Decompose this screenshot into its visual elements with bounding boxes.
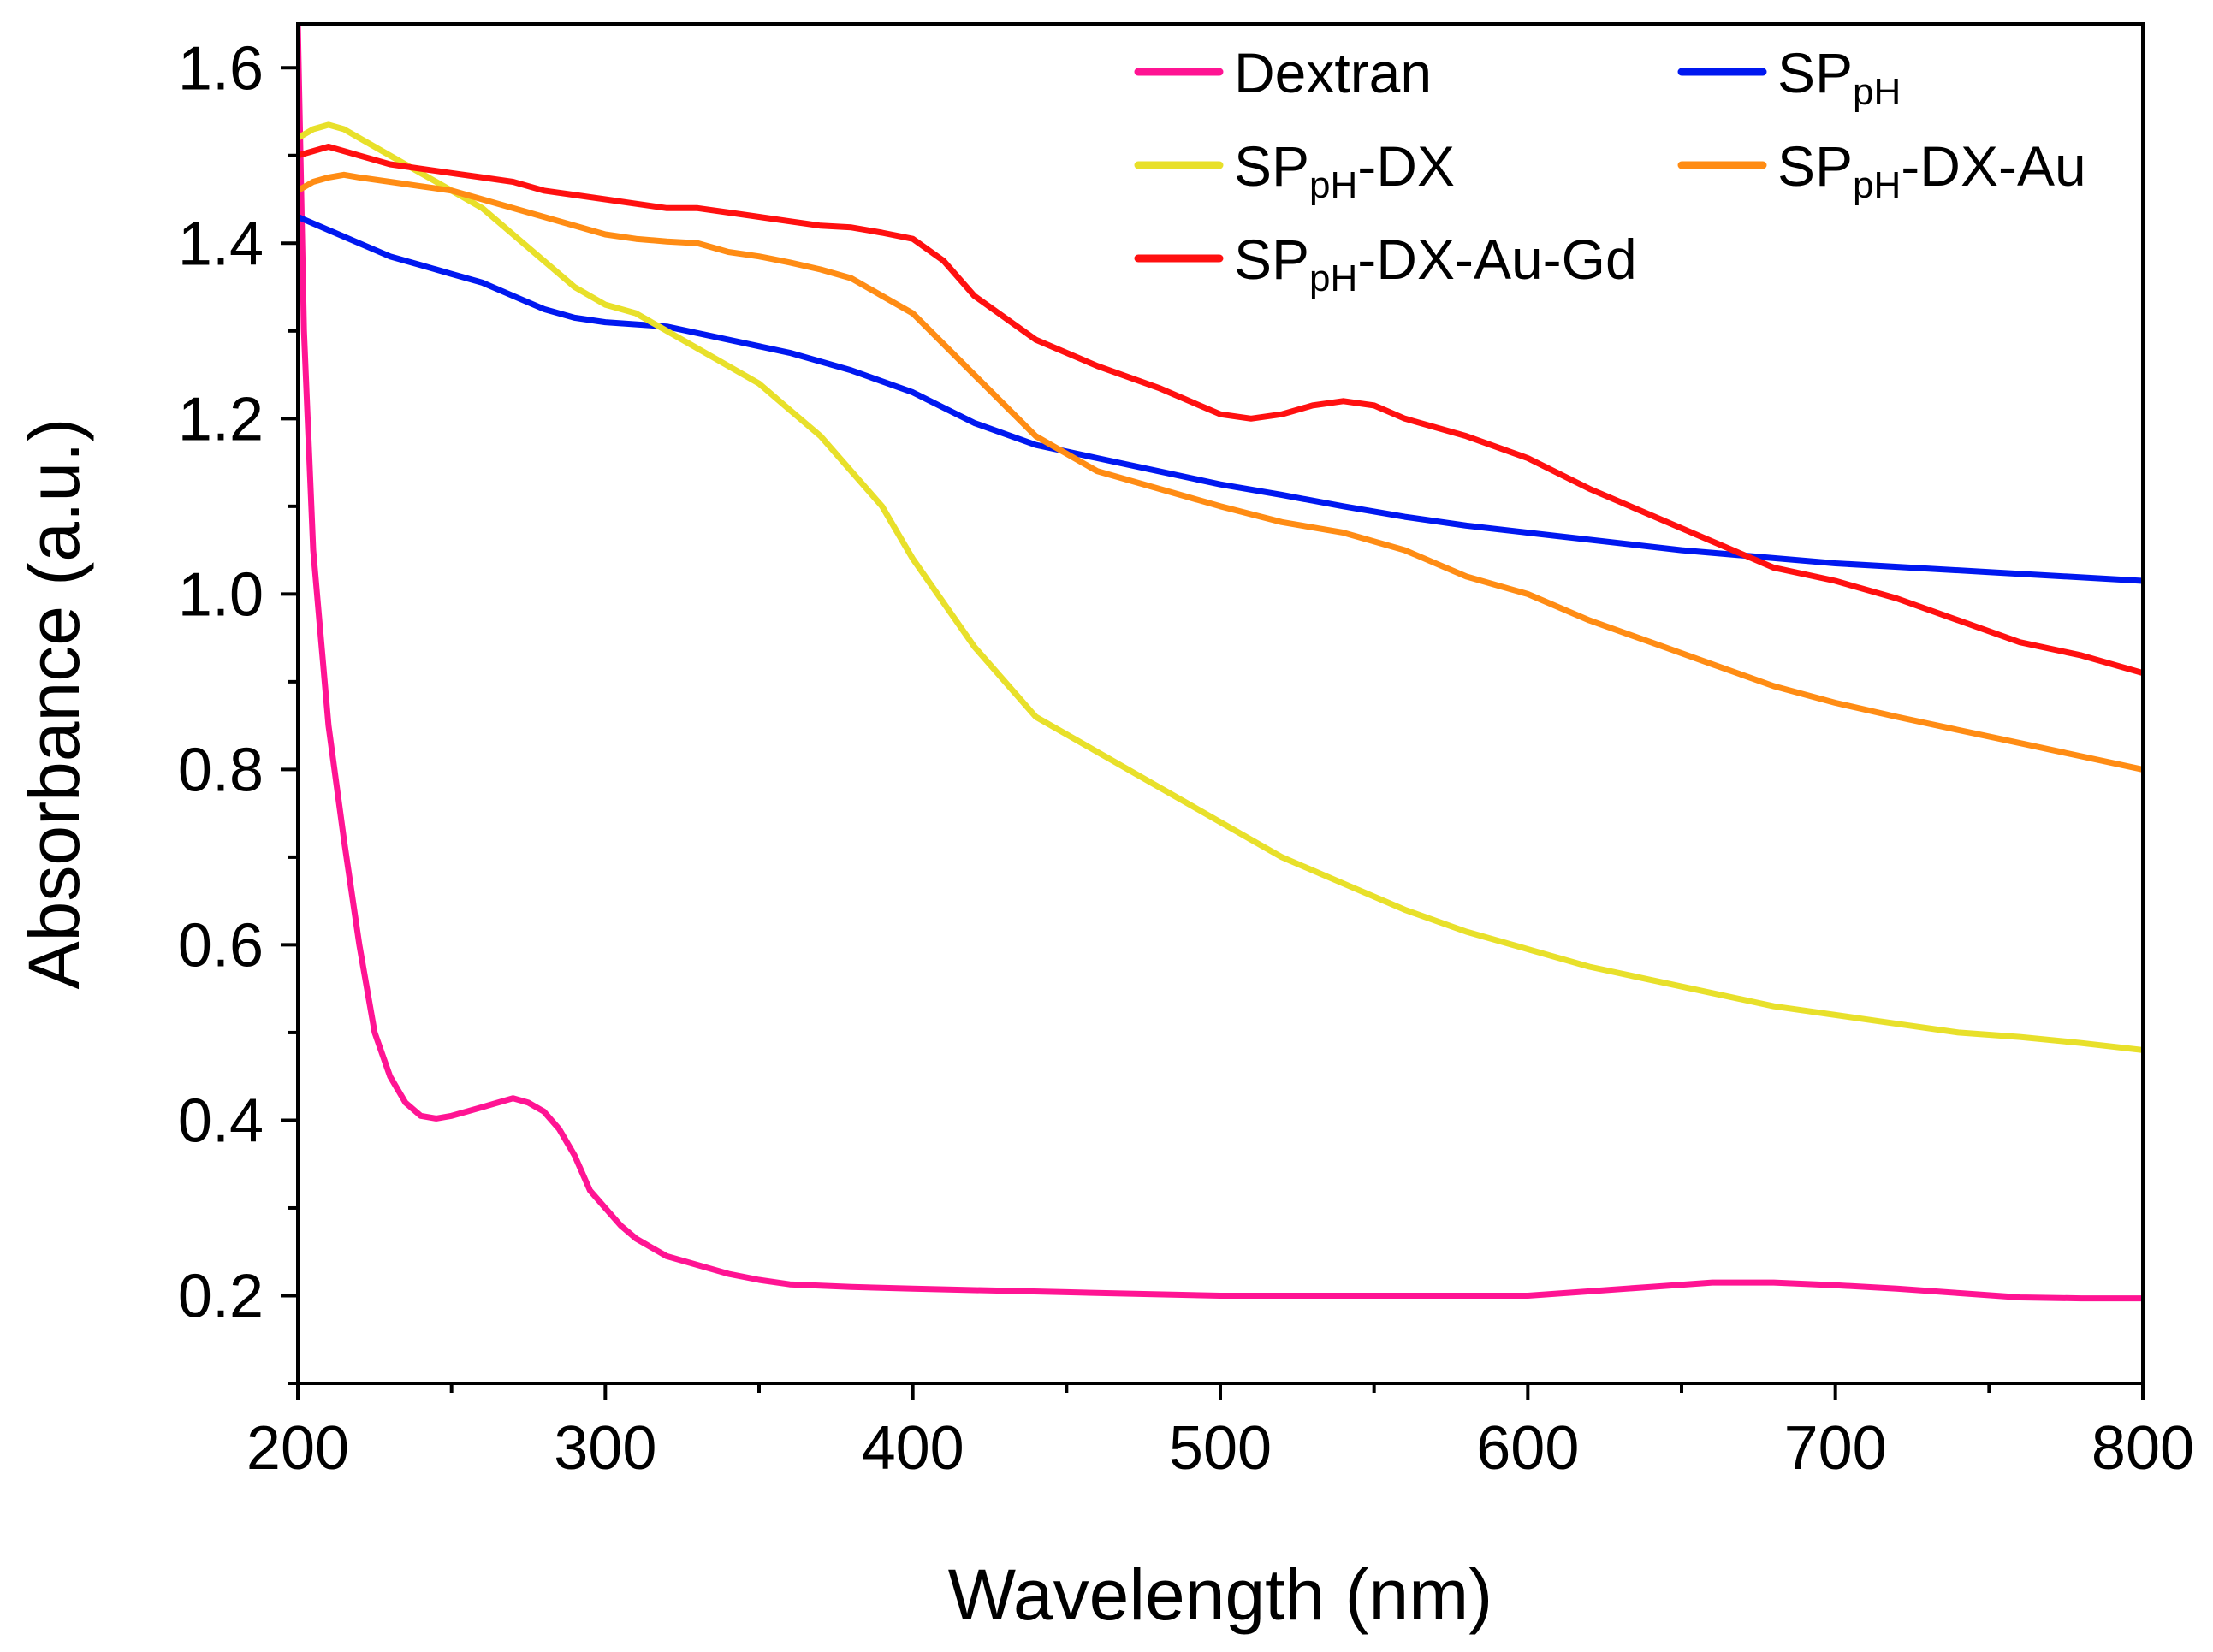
x-tick-label: 200: [246, 1414, 349, 1483]
y-tick-label: 1.0: [178, 560, 264, 629]
y-tick-label: 1.6: [178, 34, 264, 103]
x-tick-label: 300: [554, 1414, 656, 1483]
legend-label: SPpH: [1777, 41, 1901, 113]
y-tick-label: 0.8: [178, 736, 264, 804]
x-tick-label: 500: [1169, 1414, 1272, 1483]
x-tick-label: 800: [2091, 1414, 2194, 1483]
y-tick-label: 0.6: [178, 911, 264, 980]
legend-item: Dextran: [1134, 41, 1432, 104]
legend-item: SPpH-DX: [1134, 134, 1455, 206]
series-line-spph-dx-au-gd: [298, 144, 2143, 677]
x-tick-label: 400: [862, 1414, 964, 1483]
x-tick-label: 700: [1784, 1414, 1887, 1483]
legend-label: SPpH-DX-Au: [1777, 134, 2086, 206]
series-line-dextran: [298, 24, 2143, 1302]
legend-item: SPpH: [1677, 41, 1901, 113]
x-axis-title: Wavelength (nm): [948, 1554, 1492, 1635]
x-tick-label: 600: [1476, 1414, 1579, 1483]
y-tick-label: 0.4: [178, 1087, 264, 1155]
y-tick-label: 1.4: [178, 210, 264, 278]
series-line-spph: [298, 214, 2143, 584]
ticks-layer: 200 300 400 500 600 700 800 0.2 0.4 0.6 0.8 1.0 1.2 1…: [178, 34, 2194, 1483]
legend-item: SPpH-DX-Au: [1677, 134, 2086, 206]
legend-label: SPpH-DX-Au-Gd: [1234, 228, 1637, 299]
series-layer: [298, 24, 2143, 1302]
legend-item: SPpH-DX-Au-Gd: [1134, 228, 1637, 299]
series-line-spph-dx-au: [298, 171, 2143, 773]
legend-label: SPpH-DX: [1234, 134, 1455, 206]
y-tick-label: 1.2: [178, 385, 264, 453]
legend: Dextran SPpH SPpH-DX SPpH-DX-Au SPpH-DX-Au-G…: [1134, 41, 2086, 299]
y-tick-label: 0.2: [178, 1262, 264, 1330]
y-axis-title: Absorbance (a.u.): [14, 418, 94, 990]
legend-label: Dextran: [1234, 41, 1432, 104]
